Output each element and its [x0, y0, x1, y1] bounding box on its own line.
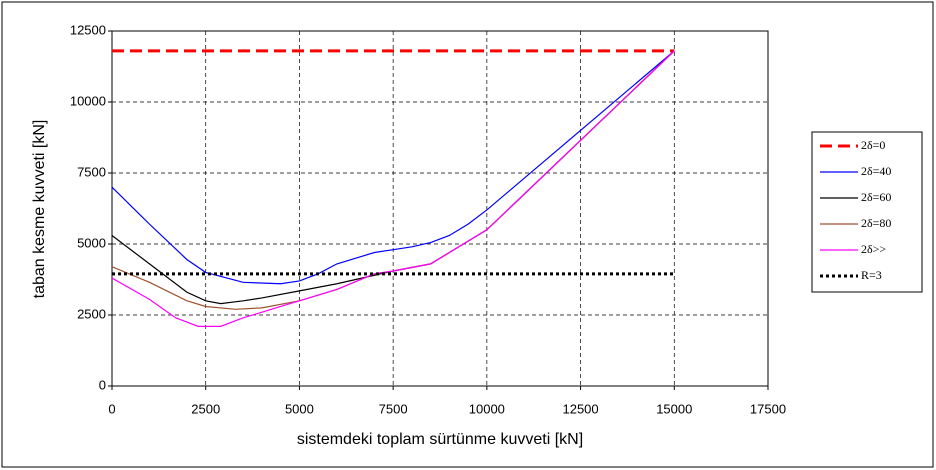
y-axis-title: taban kesme kuvveti [kN] [31, 120, 48, 299]
legend-box [811, 131, 923, 293]
x-tick-label: 12500 [562, 401, 598, 416]
x-tick-label: 5000 [285, 401, 314, 416]
plot-area [111, 30, 769, 387]
y-tick-label: 7500 [77, 164, 106, 179]
y-tick-label: 12500 [70, 22, 106, 37]
series-line [111, 50, 675, 285]
legend-label: 2δ>> [861, 242, 886, 256]
x-tick-label: 7500 [379, 401, 408, 416]
x-tick-label: 10000 [469, 401, 505, 416]
legend-label: R=3 [861, 268, 882, 282]
series-line [111, 50, 675, 327]
legend-label: 2δ=40 [861, 164, 891, 178]
y-tick-label: 2500 [77, 306, 106, 321]
x-tick-label: 2500 [191, 401, 220, 416]
x-axis-title: sistemdeki toplam sürtünme kuvveti [kN] [297, 431, 583, 448]
x-tick-label: 0 [108, 401, 115, 416]
y-tick-label: 5000 [77, 235, 106, 250]
x-tick-label: 17500 [750, 401, 786, 416]
legend-label: 2δ=80 [861, 216, 891, 230]
y-tick-label: 10000 [70, 93, 106, 108]
legend-label: 2δ=0 [861, 138, 885, 152]
x-tick-label: 15000 [656, 401, 692, 416]
legend-label: 2δ=60 [861, 190, 891, 204]
y-tick-label: 0 [99, 377, 106, 392]
